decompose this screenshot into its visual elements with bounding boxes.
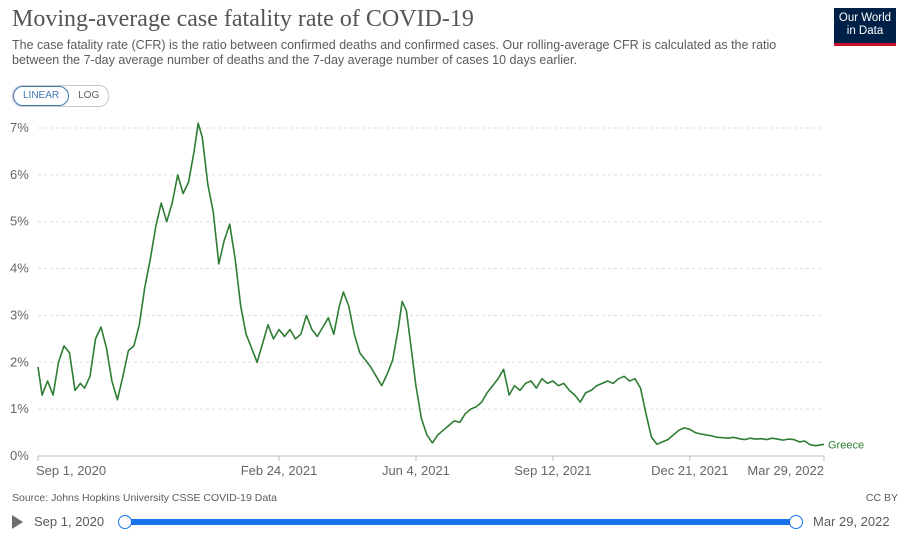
- y-tick-label: 1%: [10, 401, 29, 416]
- chart-title: Moving-average case fatality rate of COV…: [12, 6, 474, 32]
- y-tick-label: 6%: [10, 167, 29, 182]
- scale-toggle: LINEAR LOG: [12, 85, 110, 107]
- x-tick-label: Jun 4, 2021: [382, 463, 450, 478]
- x-tick-label: Dec 21, 2021: [651, 463, 728, 478]
- timeline-start-label: Sep 1, 2020: [34, 514, 105, 529]
- x-tick-label: Mar 29, 2022: [747, 463, 824, 478]
- log-scale-button[interactable]: LOG: [78, 90, 100, 101]
- timeline-track[interactable]: [124, 519, 796, 525]
- gridlines: [38, 127, 824, 457]
- y-tick-label: 4%: [10, 261, 29, 276]
- timeline: Sep 1, 2020 Mar 29, 2022: [0, 508, 910, 538]
- play-icon[interactable]: [12, 515, 23, 529]
- y-tick-label: 5%: [10, 214, 29, 229]
- series-line[interactable]: [37, 122, 825, 447]
- timeline-end-label: Mar 29, 2022: [813, 514, 890, 529]
- license-link[interactable]: CC BY: [865, 492, 898, 504]
- owid-logo[interactable]: Our World in Data: [834, 8, 896, 46]
- y-axis: 0% 1% 2% 3% 4% 5% 6% 7%: [10, 120, 29, 463]
- y-tick-label: 7%: [10, 120, 29, 135]
- series-layer: Greece: [37, 122, 864, 451]
- linear-scale-button[interactable]: LINEAR: [13, 86, 70, 106]
- x-axis: Sep 1, 2020 Feb 24, 2021 Jun 4, 2021 Sep 12…: [36, 456, 825, 478]
- x-tick-label: Sep 12, 2021: [514, 463, 591, 478]
- y-tick-label: 2%: [10, 354, 29, 369]
- source-note[interactable]: Source: Johns Hopkins University CSSE CO…: [12, 492, 277, 504]
- chart-subtitle: The case fatality rate (CFR) is the rati…: [12, 38, 777, 67]
- logo-line-2: in Data: [846, 25, 884, 37]
- x-tick-label: Sep 1, 2020: [36, 463, 106, 478]
- x-tick-label: Feb 24, 2021: [241, 463, 318, 478]
- timeline-start-handle[interactable]: [118, 515, 132, 529]
- logo-line-1: Our World: [838, 12, 892, 24]
- timeline-end-handle[interactable]: [789, 515, 803, 529]
- y-tick-label: 0%: [10, 448, 29, 463]
- y-tick-label: 3%: [10, 307, 29, 322]
- series-label: Greece: [828, 439, 864, 451]
